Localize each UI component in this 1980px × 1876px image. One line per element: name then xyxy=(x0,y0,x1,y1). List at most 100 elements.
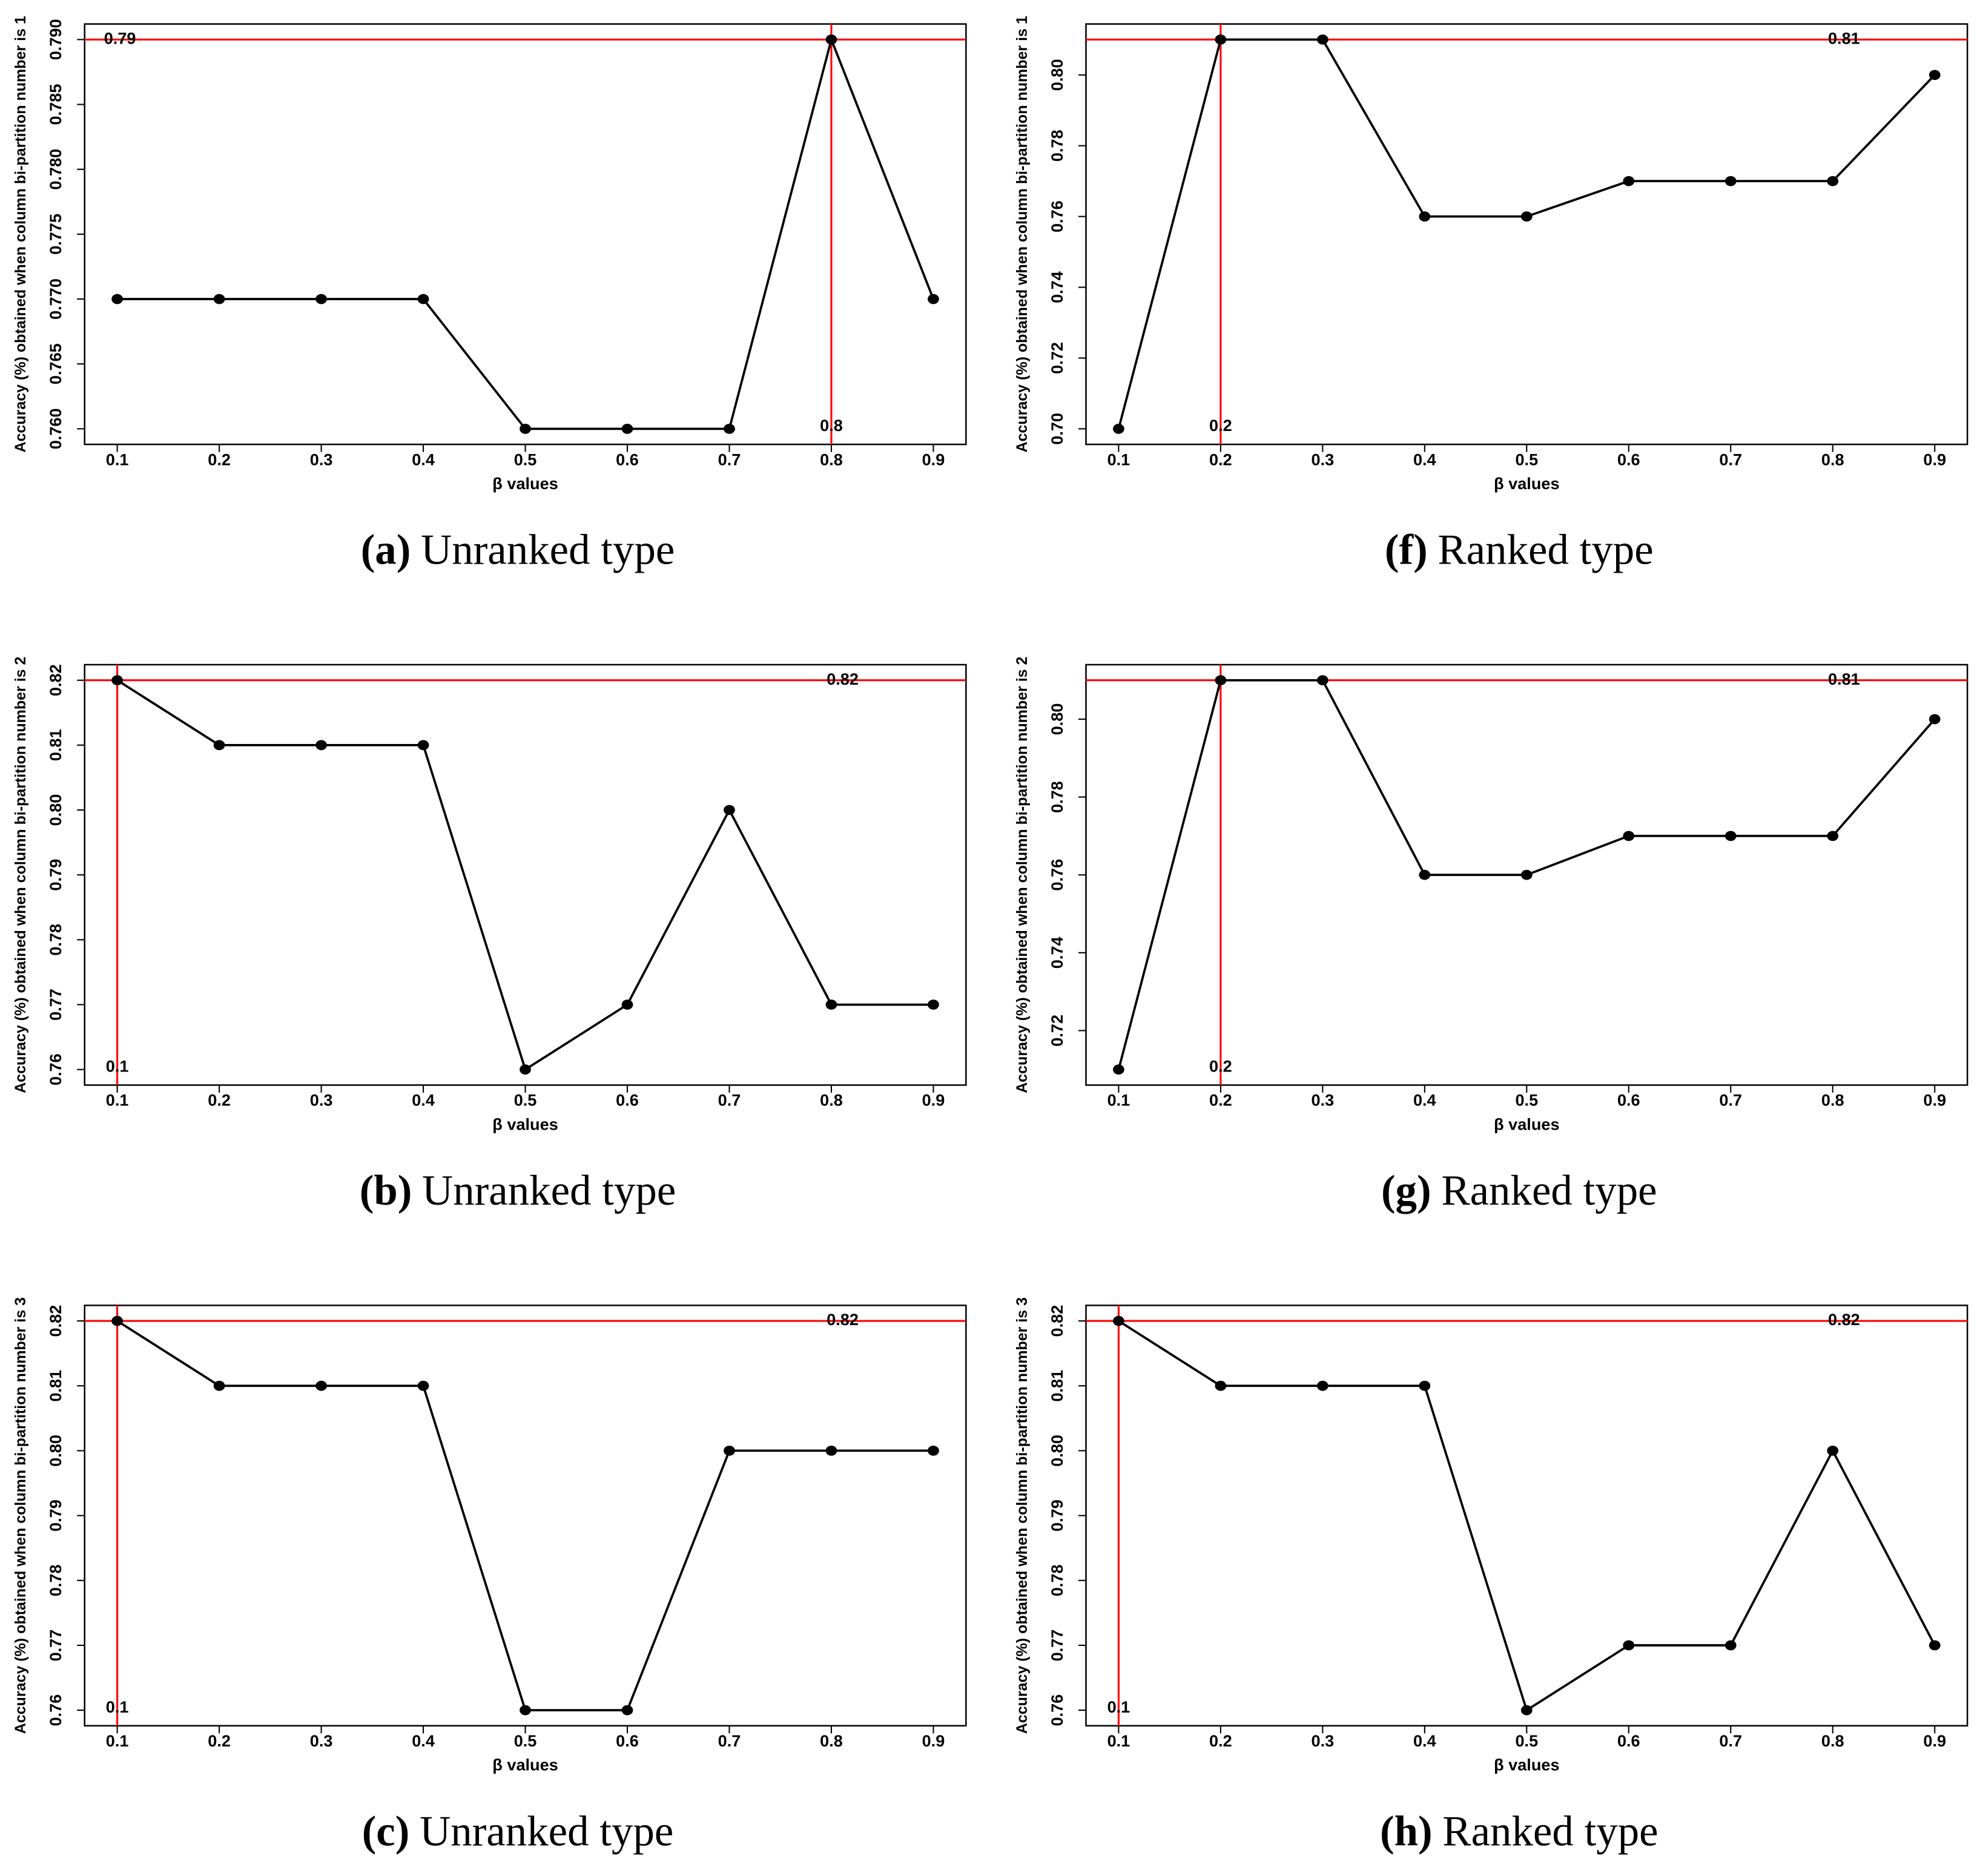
y-tick-label: 0.82 xyxy=(46,1305,65,1337)
data-point xyxy=(111,1315,124,1326)
x-axis-label: β values xyxy=(1494,474,1559,493)
data-point xyxy=(724,805,735,815)
vline-label: 0.1 xyxy=(1107,1697,1130,1716)
y-tick-label: 0.78 xyxy=(1048,1564,1066,1596)
x-tick-label: 0.9 xyxy=(922,1731,945,1750)
y-tick-label: 0.770 xyxy=(46,278,65,320)
data-point xyxy=(1623,831,1635,841)
caption-label: (a) xyxy=(361,527,411,574)
data-point xyxy=(520,424,531,434)
x-tick-label: 0.5 xyxy=(1515,450,1538,469)
x-tick-label: 0.6 xyxy=(1617,1731,1640,1750)
series-line xyxy=(116,679,934,1071)
caption: (f) Ranked type xyxy=(1385,527,1654,574)
series-line xyxy=(116,1320,934,1711)
panel: 0.1 0.2 0.3 0.4 0.5 0.6 0.7 0.8 0.9 0.76 0.77 0.78 0… xyxy=(12,657,967,1214)
x-tick-label: 0.3 xyxy=(1312,450,1335,469)
data-point xyxy=(724,424,735,434)
panel: 0.1 0.2 0.3 0.4 0.5 0.6 0.7 0.8 0.9 0.70 0.72 0.74 0… xyxy=(1014,16,1968,574)
data-point xyxy=(315,740,327,751)
x-tick-label: 0.2 xyxy=(1209,1091,1232,1110)
x-tick-label: 0.4 xyxy=(1413,450,1436,469)
hline-label: 0.79 xyxy=(104,29,136,48)
y-tick-label: 0.785 xyxy=(46,84,65,125)
y-tick-label: 0.78 xyxy=(1048,130,1066,162)
data-point xyxy=(1419,211,1431,222)
y-tick-label: 0.79 xyxy=(46,1499,65,1532)
hline-label: 0.82 xyxy=(827,670,859,688)
plot-frame xyxy=(84,23,967,446)
y-tick-label: 0.81 xyxy=(1048,1370,1066,1402)
data-point xyxy=(621,424,633,434)
caption-label: (f) xyxy=(1385,527,1428,574)
data-point xyxy=(213,1380,225,1391)
caption: (a) Unranked type xyxy=(361,527,675,574)
data-point xyxy=(1827,831,1839,841)
data-point xyxy=(213,294,225,304)
caption-text: Ranked type xyxy=(1441,1167,1657,1214)
vline-label: 0.1 xyxy=(106,1697,129,1716)
data-point xyxy=(213,740,225,751)
series-line xyxy=(117,36,935,430)
x-tick-label: 0.3 xyxy=(1312,1091,1335,1110)
y-tick-label: 0.82 xyxy=(46,664,65,696)
y-tick-label: 0.72 xyxy=(1048,1015,1066,1047)
x-tick-label: 0.9 xyxy=(922,1091,945,1110)
data-point xyxy=(1520,1705,1533,1716)
y-tick-label: 0.76 xyxy=(1048,859,1066,891)
caption-label: (b) xyxy=(360,1167,412,1214)
plot-frame xyxy=(84,1305,967,1727)
caption-label: (h) xyxy=(1380,1808,1433,1855)
x-tick-label: 0.3 xyxy=(310,1091,333,1110)
caption-text: Ranked type xyxy=(1437,527,1653,574)
data-point xyxy=(1215,1380,1227,1391)
y-tick-label: 0.80 xyxy=(46,1435,65,1467)
x-tick-label: 0.4 xyxy=(1413,1731,1436,1750)
x-tick-label: 0.9 xyxy=(1923,1091,1946,1110)
x-tick-label: 0.8 xyxy=(1821,1091,1844,1110)
x-tick-label: 0.7 xyxy=(1719,1091,1742,1110)
x-tick-label: 0.5 xyxy=(1515,1091,1538,1110)
y-tick-label: 0.81 xyxy=(46,729,65,762)
vline-label: 0.8 xyxy=(820,416,843,435)
y-tick-label: 0.81 xyxy=(46,1370,65,1402)
data-point xyxy=(621,999,633,1010)
data-point xyxy=(417,1380,429,1391)
y-tick-label: 0.79 xyxy=(1048,1499,1066,1532)
data-point xyxy=(315,1380,327,1391)
data-point xyxy=(825,35,837,45)
y-axis-label: Accuracy (%) obtained when column bi-par… xyxy=(1014,1297,1031,1734)
x-tick-label: 0.6 xyxy=(1617,450,1640,469)
x-tick-label: 0.1 xyxy=(106,1731,129,1750)
x-tick-label: 0.3 xyxy=(310,450,333,469)
x-tick-label: 0.2 xyxy=(208,1091,231,1110)
x-tick-label: 0.8 xyxy=(820,1731,843,1750)
y-tick-label: 0.780 xyxy=(46,149,65,190)
data-point xyxy=(1113,1315,1124,1326)
caption: (c) Unranked type xyxy=(362,1808,674,1855)
x-tick-label: 0.6 xyxy=(1617,1091,1640,1110)
y-tick-label: 0.78 xyxy=(1048,781,1066,813)
y-tick-label: 0.765 xyxy=(46,343,65,384)
y-tick-label: 0.76 xyxy=(1048,1694,1066,1726)
x-tick-label: 0.4 xyxy=(412,450,435,469)
y-axis-label: Accuracy (%) obtained when column bi-par… xyxy=(12,16,29,452)
caption-text: Unranked type xyxy=(422,1167,676,1214)
data-point xyxy=(111,675,124,686)
x-axis-label: β values xyxy=(1494,1114,1559,1133)
y-tick-label: 0.72 xyxy=(1048,342,1066,374)
plot-frame xyxy=(1085,1305,1968,1727)
x-tick-label: 0.1 xyxy=(1107,450,1130,469)
x-tick-label: 0.2 xyxy=(1209,450,1232,469)
x-tick-label: 0.3 xyxy=(1312,1731,1335,1750)
data-point xyxy=(1316,35,1328,45)
series-line xyxy=(1118,1320,1936,1713)
data-point xyxy=(1215,675,1227,686)
caption-text: Unranked type xyxy=(421,527,675,574)
y-tick-label: 0.775 xyxy=(46,214,65,255)
x-tick-label: 0.1 xyxy=(106,450,129,469)
y-tick-label: 0.80 xyxy=(1048,59,1066,91)
x-axis-label: β values xyxy=(492,1114,558,1133)
data-point xyxy=(928,999,939,1010)
